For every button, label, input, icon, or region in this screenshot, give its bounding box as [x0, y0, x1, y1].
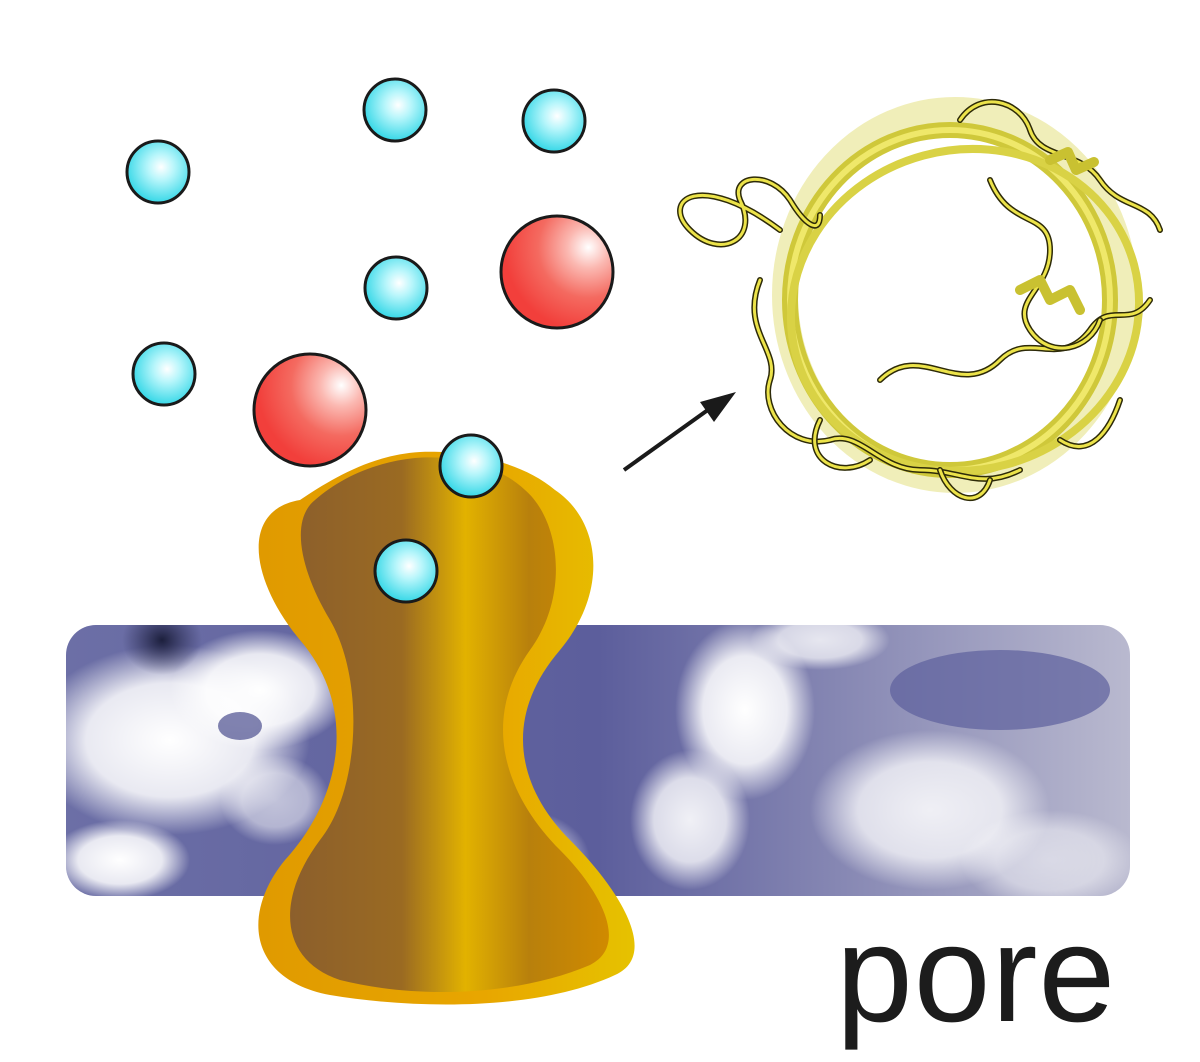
pore-label: pore	[836, 897, 1117, 1051]
small-ions	[125, 77, 587, 604]
small-ion	[131, 341, 197, 407]
large-ion	[252, 352, 368, 468]
small-ion	[373, 538, 439, 604]
protein-structure	[677, 97, 1163, 502]
pore-channel	[258, 451, 635, 1005]
small-ion	[363, 255, 429, 321]
large-ion	[499, 214, 615, 330]
arrow-icon	[622, 392, 736, 472]
small-ion	[125, 139, 191, 205]
large-ions	[252, 214, 615, 468]
small-ion	[438, 433, 504, 499]
small-ion	[362, 77, 428, 143]
small-ion	[521, 88, 587, 154]
